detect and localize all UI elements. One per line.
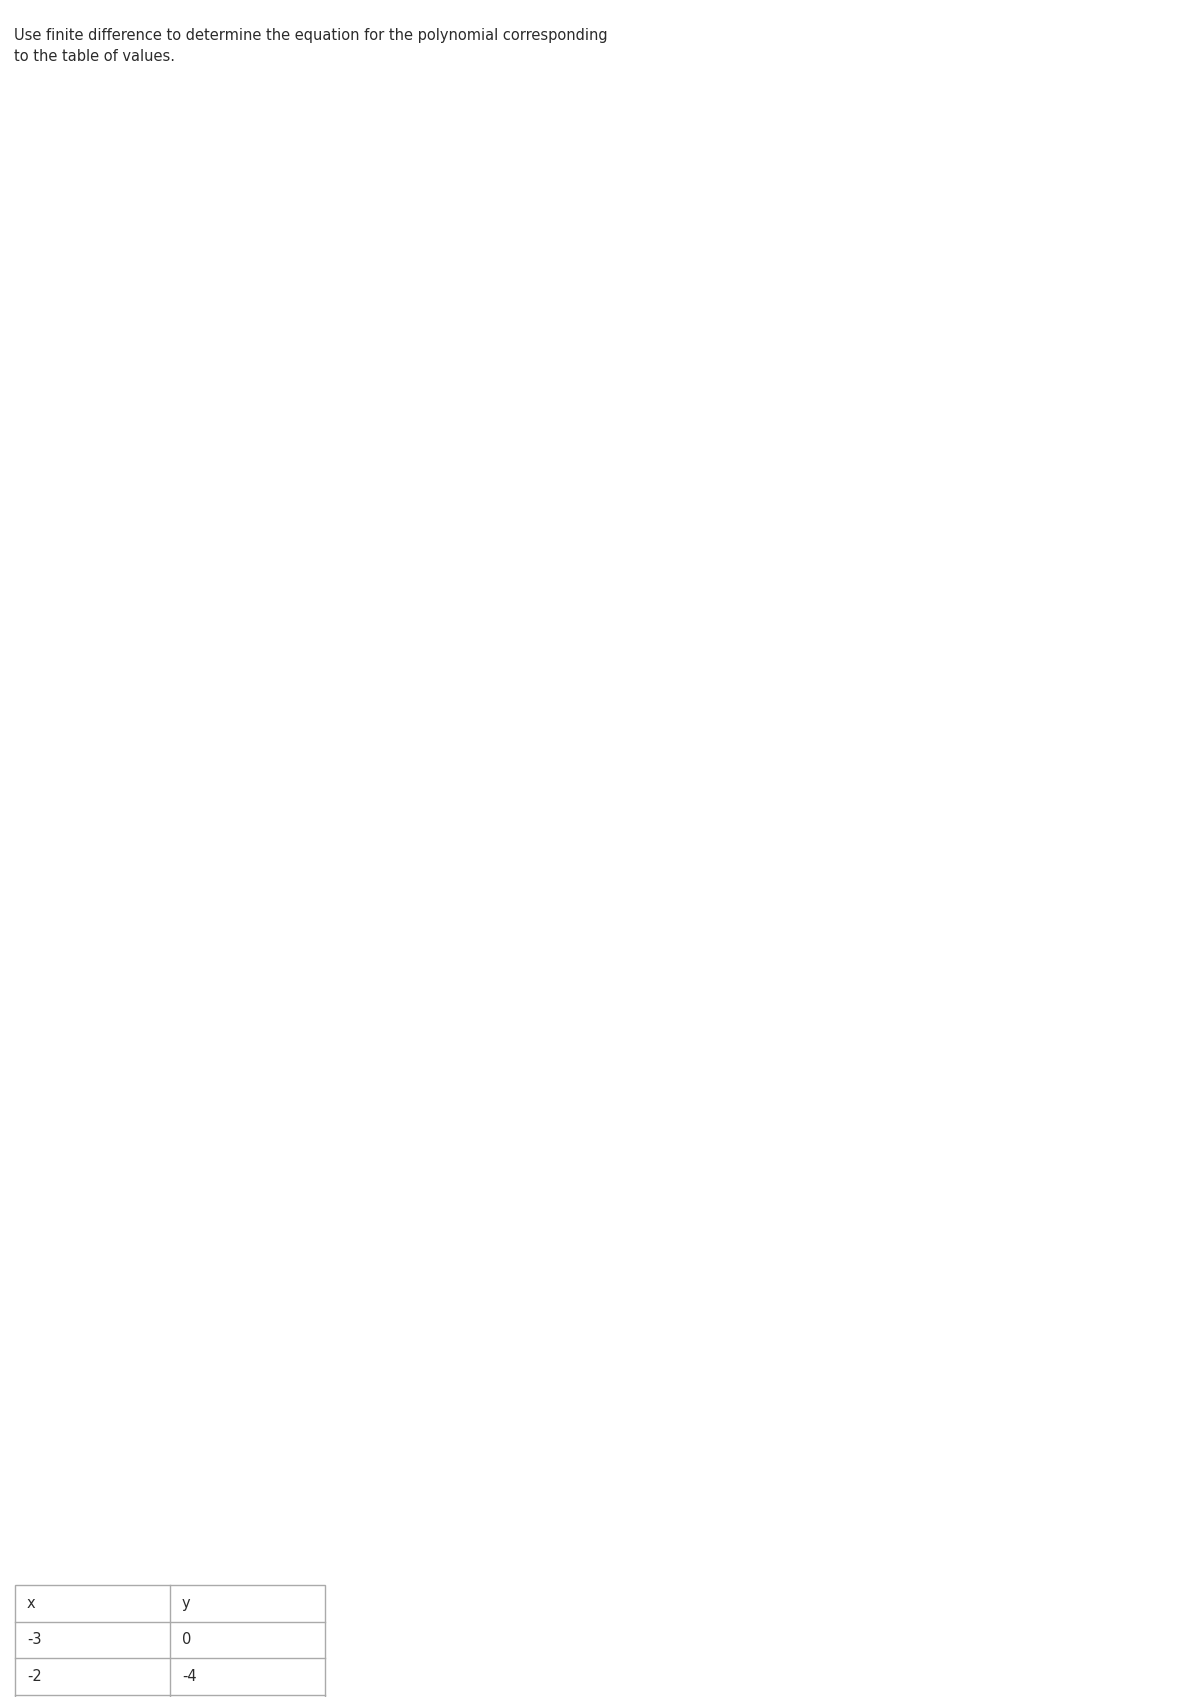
Text: -3: -3 xyxy=(28,1633,42,1648)
Text: -4: -4 xyxy=(182,1668,197,1683)
Text: 0: 0 xyxy=(182,1633,191,1648)
Bar xyxy=(14,1585,325,1697)
Text: Use finite difference to determine the equation for the polynomial corresponding: Use finite difference to determine the e… xyxy=(14,27,608,64)
Text: x: x xyxy=(28,1595,36,1610)
Text: y: y xyxy=(182,1595,191,1610)
Text: -2: -2 xyxy=(28,1668,42,1683)
